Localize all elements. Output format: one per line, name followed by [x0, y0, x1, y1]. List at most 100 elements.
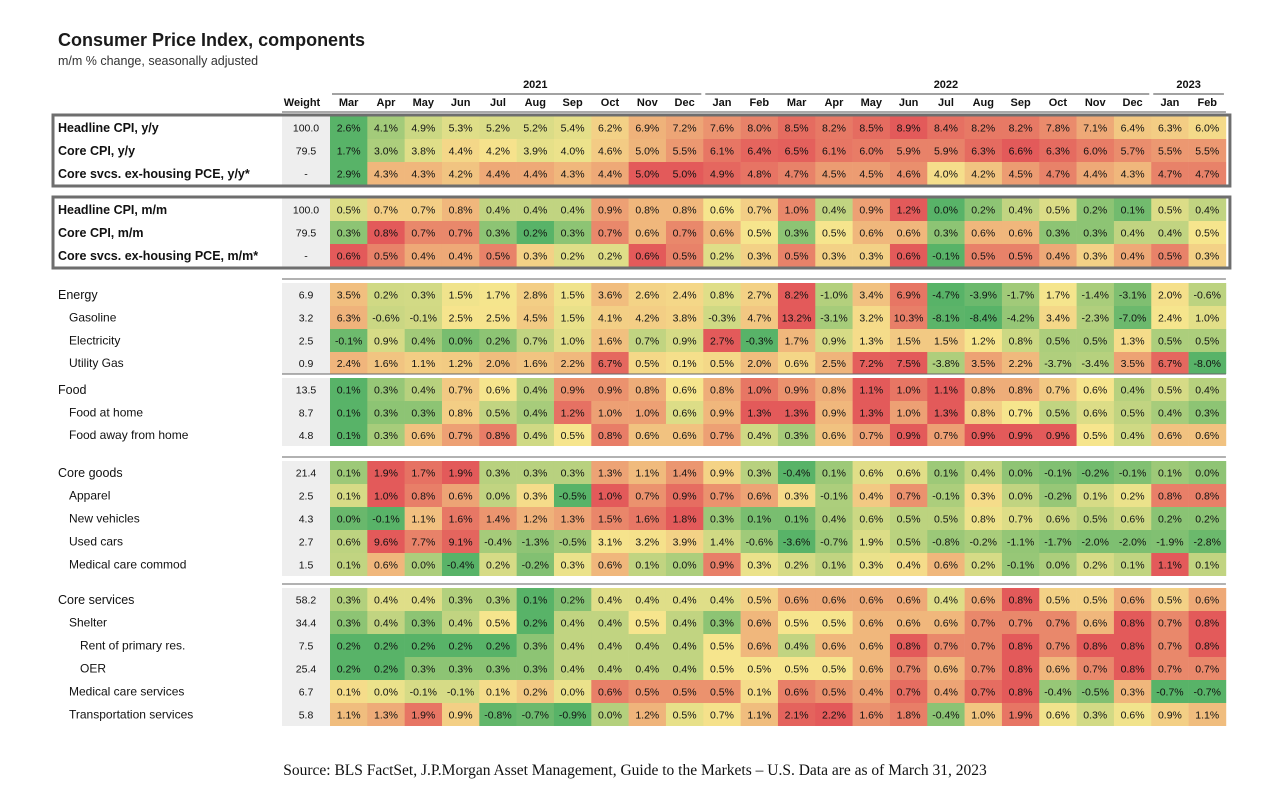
cell-value: 1.9% — [449, 467, 473, 479]
cell-value: 0.3% — [859, 559, 883, 571]
cell-value: 0.8% — [897, 640, 921, 652]
cell-value: 5.9% — [934, 145, 958, 157]
cell-value: 0.7% — [971, 617, 995, 629]
cell-value: 0.6% — [822, 430, 846, 442]
heatmap-cell — [703, 198, 741, 221]
heatmap-cell — [404, 329, 443, 352]
cell-value: 0.0% — [337, 513, 361, 525]
heatmap-cell — [404, 378, 443, 401]
cell-value: 0.8% — [673, 204, 697, 216]
heatmap-cell — [1188, 588, 1227, 611]
heatmap-cell — [852, 611, 891, 634]
heatmap-cell — [1113, 306, 1152, 329]
cell-value: 4.3% — [561, 168, 585, 180]
cell-value: 0.4% — [1009, 204, 1033, 216]
cell-value: 0.9% — [374, 335, 398, 347]
cell-value: 5.7% — [1121, 145, 1145, 157]
heatmap-cell — [479, 484, 517, 507]
heatmap-cell — [441, 553, 480, 576]
heatmap-cell — [665, 507, 704, 530]
cell-value: 1.0% — [971, 709, 995, 721]
row-label: Medical care commod — [69, 558, 186, 572]
heatmap-cell — [553, 221, 592, 244]
heatmap-cell — [1039, 139, 1077, 162]
cell-value: 0.4% — [673, 594, 697, 606]
cell-value: -0.5% — [1082, 686, 1109, 698]
year-label-2022: 2022 — [934, 79, 958, 91]
cell-value: 0.0% — [598, 709, 622, 721]
cell-value: 0.8% — [971, 384, 995, 396]
heatmap-cell — [1001, 530, 1040, 553]
heatmap-cell — [852, 634, 891, 657]
heatmap-cell — [441, 329, 480, 352]
heatmap-cell — [927, 461, 965, 484]
cell-value: 0.0% — [1009, 490, 1033, 502]
heatmap-cell — [1039, 657, 1077, 680]
cell-value: 6.6% — [1009, 145, 1033, 157]
heatmap-cell — [1039, 329, 1077, 352]
heatmap-cell — [367, 507, 405, 530]
cell-value: 0.1% — [337, 467, 361, 479]
cell-value: 0.1% — [523, 594, 547, 606]
cell-value: 1.6% — [598, 335, 622, 347]
heatmap-cell — [441, 139, 480, 162]
cell-value: 0.8% — [1009, 594, 1033, 606]
row-label: Headline CPI, y/y — [58, 121, 159, 135]
cell-value: 0.6% — [1046, 513, 1070, 525]
cell-value: 4.9% — [710, 168, 734, 180]
cell-value: 0.6% — [822, 594, 846, 606]
heatmap-cell — [1188, 116, 1227, 139]
heatmap-cell — [1113, 611, 1152, 634]
cell-value: 0.4% — [598, 640, 622, 652]
heatmap-cell — [441, 401, 480, 424]
heatmap-cell — [404, 461, 443, 484]
heatmap-cell — [889, 484, 928, 507]
heatmap-cell — [404, 283, 443, 306]
heatmap-cell — [404, 401, 443, 424]
heatmap-cell — [479, 703, 517, 726]
cell-value: 0.6% — [1046, 709, 1070, 721]
heatmap-cell — [367, 680, 405, 703]
heatmap-cell — [367, 162, 405, 185]
cell-value: 0.4% — [859, 490, 883, 502]
cell-value: 2.7% — [747, 289, 771, 301]
cell-value: 0.4% — [374, 594, 398, 606]
heatmap-cell — [777, 221, 816, 244]
heatmap-cell — [1001, 283, 1040, 306]
heatmap-cell — [1113, 283, 1152, 306]
cell-value: 2.5% — [486, 312, 510, 324]
heatmap-cell — [330, 221, 368, 244]
heatmap-cell — [1001, 484, 1040, 507]
cell-value: -0.5% — [559, 490, 586, 502]
cell-value: 4.4% — [486, 168, 510, 180]
row-label: Apparel — [69, 489, 110, 503]
cell-value: 0.3% — [337, 594, 361, 606]
heatmap-cell — [441, 703, 480, 726]
cell-value: 3.5% — [971, 358, 995, 370]
heatmap-cell — [441, 283, 480, 306]
row-label: Core goods — [58, 466, 123, 480]
cell-value: 3.8% — [673, 312, 697, 324]
heatmap-cell — [479, 530, 517, 553]
cell-value: 4.4% — [598, 168, 622, 180]
cell-value: 7.5% — [897, 358, 921, 370]
cell-value: 0.3% — [971, 490, 995, 502]
heatmap-cell — [852, 507, 891, 530]
cell-value: 0.8% — [1009, 384, 1033, 396]
heatmap-cell — [1076, 352, 1115, 374]
heatmap-cell — [1151, 283, 1189, 306]
heatmap-cell — [927, 680, 965, 703]
heatmap-cell — [964, 680, 1003, 703]
heatmap-cell — [889, 680, 928, 703]
cell-value: 0.5% — [710, 358, 734, 370]
cell-value: 0.3% — [523, 640, 547, 652]
heatmap-cell — [740, 424, 779, 446]
heatmap-cell — [964, 553, 1003, 576]
heatmap-cell — [516, 634, 555, 657]
heatmap-cell — [777, 139, 816, 162]
cell-value: 7.6% — [710, 122, 734, 134]
cell-value: 0.6% — [1083, 384, 1107, 396]
cell-value: 0.6% — [897, 594, 921, 606]
heatmap-cell — [777, 352, 816, 374]
cell-value: 1.0% — [561, 335, 585, 347]
